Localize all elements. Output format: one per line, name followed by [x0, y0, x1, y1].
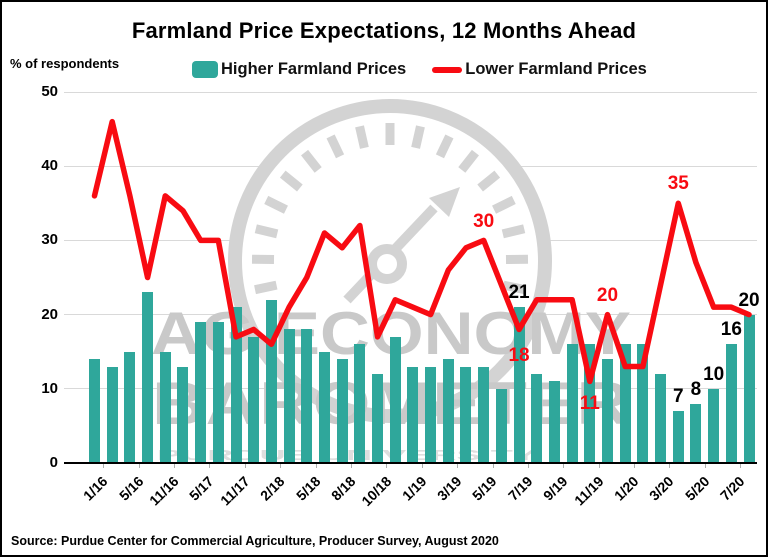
data-label-lower: 30: [473, 211, 495, 233]
bar-higher-prices: [460, 366, 472, 463]
y-tick-label: 30: [41, 231, 58, 249]
x-axis-tick: [386, 463, 388, 468]
x-axis-tick: [174, 463, 176, 468]
x-axis-tick: [563, 463, 565, 468]
bar-higher-prices: [230, 307, 242, 463]
bar-higher-prices: [124, 351, 136, 463]
higher-prices-swatch-icon: [192, 61, 218, 78]
y-tick-label: 40: [41, 157, 58, 175]
bar-higher-prices: [513, 307, 525, 463]
x-axis-tick: [669, 463, 671, 468]
y-tick-label: 50: [41, 83, 58, 100]
bar-higher-prices: [531, 373, 543, 463]
bar-higher-prices: [690, 403, 702, 463]
x-axis-tick: [103, 463, 105, 468]
data-label-higher: 10: [703, 363, 725, 385]
data-label-higher: 21: [508, 282, 530, 304]
x-axis-tick: [280, 463, 282, 468]
bar-higher-prices: [743, 314, 755, 463]
bar-higher-prices: [619, 344, 631, 463]
bar-higher-prices: [283, 329, 295, 463]
bar-higher-prices: [89, 359, 100, 463]
bar-higher-prices: [478, 366, 490, 463]
bar-higher-prices: [389, 336, 401, 463]
gauge-tick-marks-icon: [251, 123, 529, 295]
x-axis-tick: [244, 463, 246, 468]
bar-higher-prices: [725, 344, 737, 463]
x-axis-tick: [740, 463, 742, 468]
data-label-higher: 20: [738, 289, 760, 311]
plot-area: 0 10 20 30 40 50 1/16 5/16 11/16 5/17 11/17 2/18 5/1…: [41, 83, 759, 509]
x-axis-tick: [457, 463, 459, 468]
x-axis-tick: [138, 463, 140, 468]
legend-item-lower: Lower Farmland Prices: [432, 60, 647, 79]
legend-item-higher: Higher Farmland Prices: [192, 60, 406, 79]
bar-higher-prices: [425, 366, 437, 463]
gridline: [64, 91, 757, 93]
x-axis-tick: [315, 463, 317, 468]
bar-higher-prices: [336, 359, 348, 463]
y-axis-title: % of respondents: [10, 56, 120, 71]
lower-prices-line: [91, 118, 752, 385]
bar-higher-prices: [142, 292, 154, 463]
data-label-lower: 11: [579, 393, 600, 415]
x-axis-tick: [634, 463, 636, 468]
bar-higher-prices: [548, 381, 560, 463]
x-axis-tick: [492, 463, 494, 468]
y-tick-label: 20: [41, 305, 58, 323]
bar-higher-prices: [442, 359, 454, 463]
x-axis-tick: [209, 463, 211, 468]
bar-higher-prices: [354, 344, 366, 463]
data-label-higher: 16: [720, 319, 742, 341]
gauge-needle-icon: [343, 187, 460, 304]
legend-label-lower: Lower Farmland Prices: [465, 60, 647, 78]
y-tick-label: 0: [49, 454, 58, 471]
lower-prices-line-icon: [432, 66, 463, 73]
bar-higher-prices: [602, 359, 613, 463]
bar-higher-prices: [106, 366, 118, 463]
bar-higher-prices: [212, 322, 224, 463]
x-axis-tick: [351, 463, 352, 468]
bar-higher-prices: [301, 329, 313, 463]
bar-higher-prices: [566, 344, 578, 463]
data-label-higher: 7: [672, 386, 684, 408]
bar-higher-prices: [655, 373, 667, 463]
source-note: Source: Purdue Center for Commercial Agr…: [11, 534, 499, 548]
bar-higher-prices: [318, 351, 330, 463]
x-axis-tick: [704, 463, 706, 468]
bar-higher-prices: [265, 299, 277, 463]
data-label-lower: 35: [667, 173, 689, 195]
bar-higher-prices: [177, 366, 189, 463]
data-label-lower: 20: [596, 284, 619, 306]
bar-higher-prices: [672, 411, 684, 463]
x-axis-tick: [598, 463, 600, 468]
bar-higher-prices: [407, 366, 419, 463]
chart-title: Farmland Price Expectations, 12 Months A…: [131, 18, 637, 43]
bar-higher-prices: [372, 373, 384, 463]
bar-higher-prices: [248, 336, 260, 463]
x-axis-line: [64, 462, 757, 464]
legend-label-higher: Higher Farmland Prices: [221, 60, 407, 78]
bar-higher-prices: [637, 344, 649, 463]
bar-higher-prices: [195, 322, 207, 463]
bar-higher-prices: [584, 344, 596, 463]
legend: Higher Farmland Prices Lower Farmland Pr…: [192, 60, 647, 79]
y-tick-label: 10: [41, 379, 58, 397]
x-axis-tick: [527, 463, 529, 468]
data-label-higher: 8: [690, 378, 702, 400]
data-label-lower: 18: [508, 345, 530, 367]
bar-higher-prices: [495, 388, 507, 463]
bar-higher-prices: [159, 351, 171, 463]
bar-higher-prices: [708, 388, 720, 463]
x-axis-tick: [421, 463, 423, 468]
